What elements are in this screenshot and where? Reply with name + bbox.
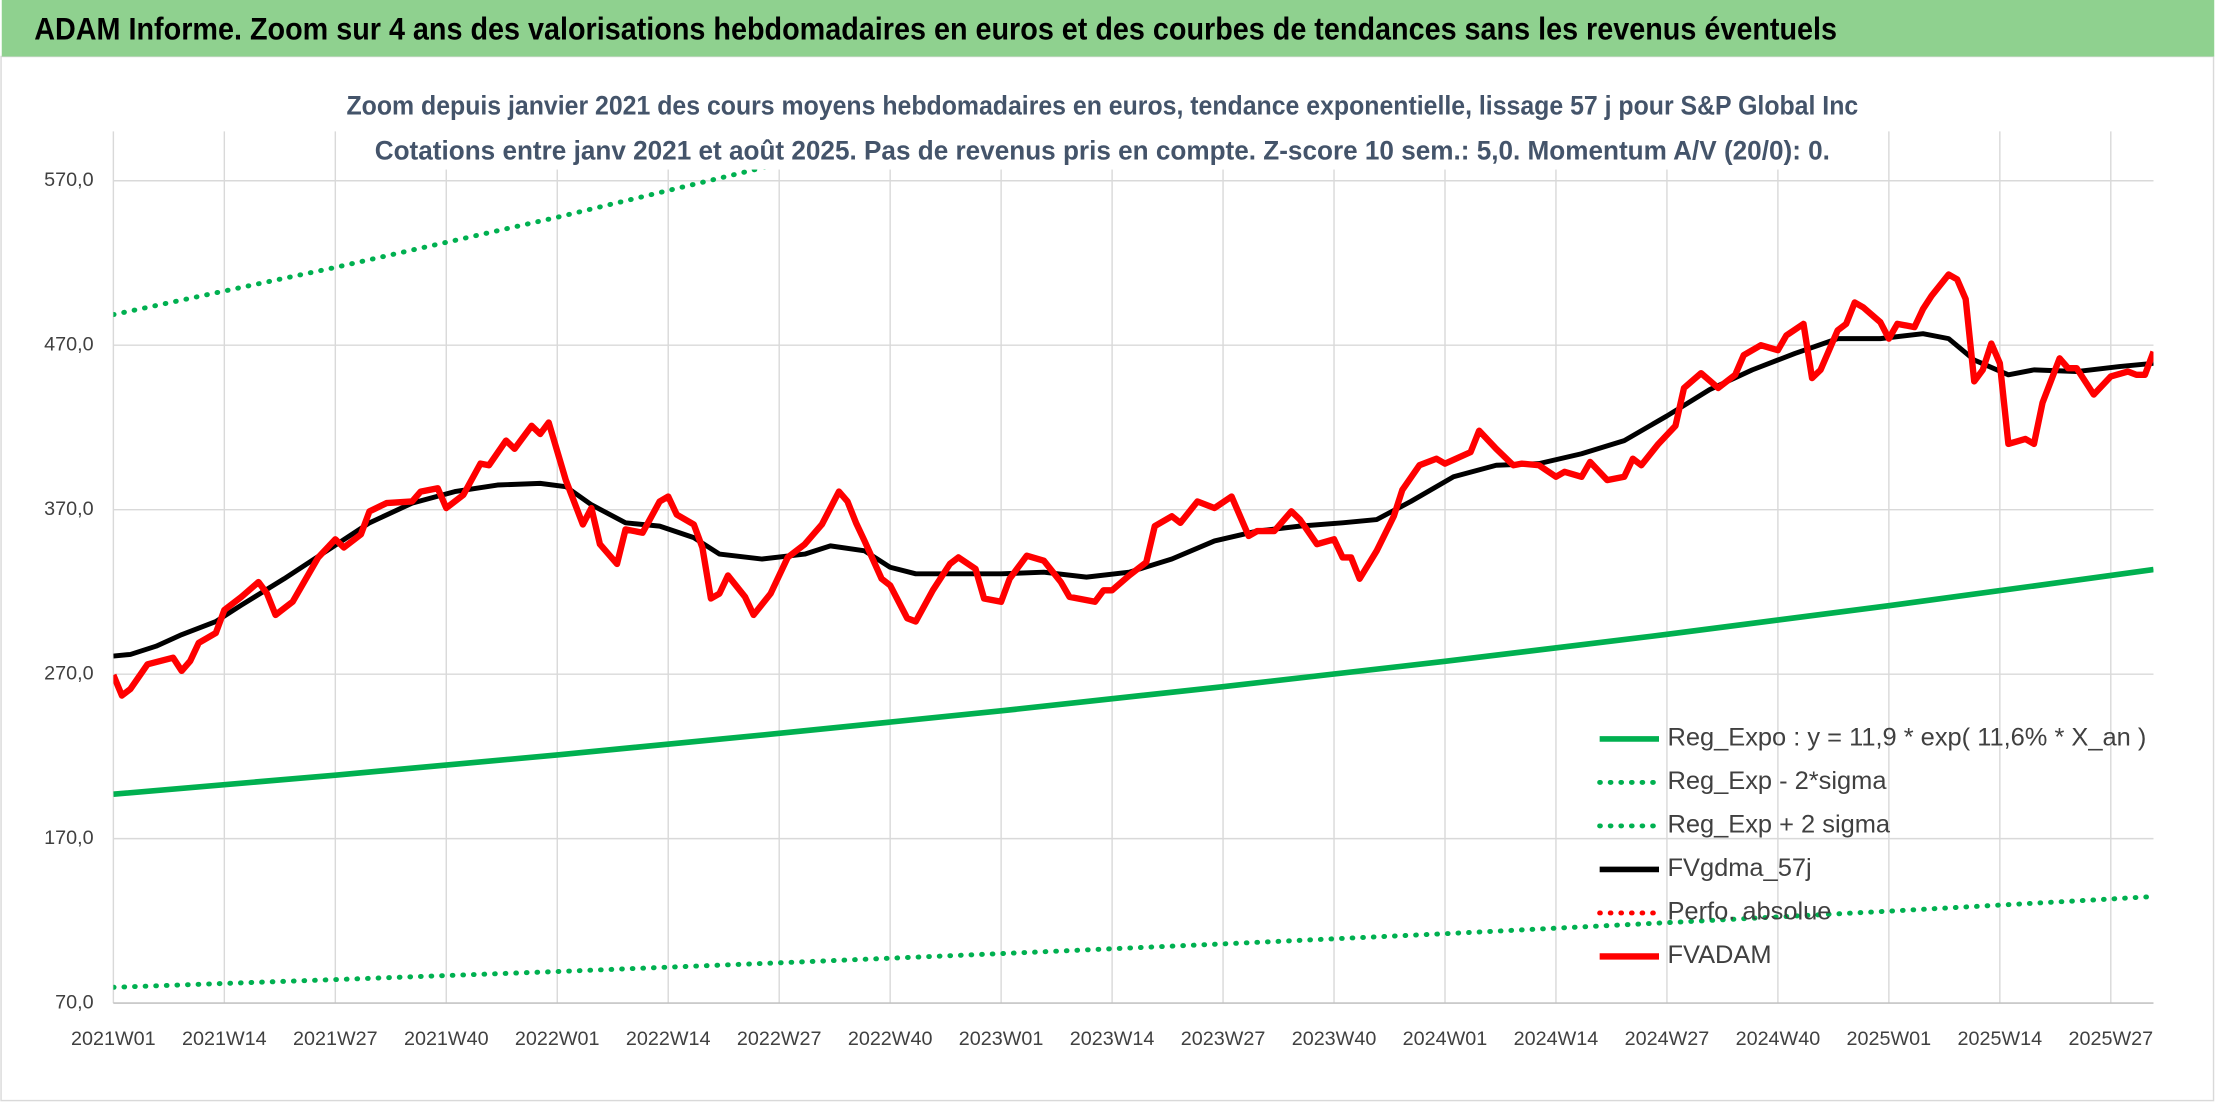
x-tick-label: 2025W27 — [2068, 1028, 2153, 1050]
x-tick-label: 2021W27 — [293, 1028, 378, 1050]
series-line — [113, 271, 2154, 699]
x-tick-label: 2023W27 — [1181, 1028, 1266, 1050]
x-tick-label: 2022W14 — [626, 1028, 711, 1050]
x-tick-label: 2022W40 — [848, 1028, 933, 1050]
x-tick-label: 2021W40 — [404, 1028, 489, 1050]
x-tick-label: 2022W27 — [737, 1028, 822, 1050]
series-line — [113, 566, 2154, 798]
y-tick-label: 370,0 — [44, 498, 93, 520]
banner-title: ADAM Informe. Zoom sur 4 ans des valoris… — [34, 11, 1837, 46]
legend-label: Reg_Exp + 2 sigma — [1667, 811, 1890, 839]
y-tick-label: 470,0 — [44, 333, 93, 355]
legend-label: FVgdma_57j — [1667, 854, 1811, 882]
series-group — [113, 131, 2154, 990]
chart-subtitle: Zoom depuis janvier 2021 des cours moyen… — [346, 90, 1858, 120]
x-tick-label: 2022W01 — [515, 1028, 600, 1050]
x-tick-label: 2023W40 — [1292, 1028, 1377, 1050]
x-tick-label: 2025W14 — [1958, 1028, 2043, 1050]
y-tick-label: 570,0 — [44, 169, 93, 191]
x-tick-label: 2024W40 — [1736, 1028, 1821, 1050]
y-tick-label: 270,0 — [44, 662, 93, 684]
x-tick-label: 2025W01 — [1847, 1028, 1932, 1050]
x-tick-label: 2024W27 — [1625, 1028, 1710, 1050]
x-tick-label: 2023W14 — [1070, 1028, 1155, 1050]
grid: 70,0 170,0 270,0 370,0 470,0 570,0 2021W01 2021… — [44, 131, 2154, 1050]
legend-label: FVADAM — [1667, 941, 1771, 969]
series-line — [113, 894, 2154, 990]
chart-subtitle: Cotations entre janv 2021 et août 2025. … — [375, 136, 1830, 166]
x-tick-label: 2024W14 — [1514, 1028, 1599, 1050]
y-tick-label: 70,0 — [55, 991, 93, 1013]
x-tick-label: 2021W01 — [71, 1028, 156, 1050]
x-tick-label: 2024W01 — [1403, 1028, 1488, 1050]
legend-label: Perfo. absolue — [1667, 898, 1831, 926]
legend: Reg_Expo : y = 11,9 * exp( 11,6% * X_an … — [1597, 724, 2146, 969]
x-tick-label: 2023W01 — [959, 1028, 1044, 1050]
x-tick-label: 2021W14 — [182, 1028, 267, 1050]
legend-label: Reg_Expo : y = 11,9 * exp( 11,6% * X_an … — [1667, 724, 2146, 752]
y-tick-label: 170,0 — [44, 827, 93, 849]
banner-bar — [1, 0, 2215, 57]
subtitle-backdrop — [339, 81, 1873, 170]
legend-label: Reg_Exp - 2*sigma — [1667, 767, 1887, 795]
